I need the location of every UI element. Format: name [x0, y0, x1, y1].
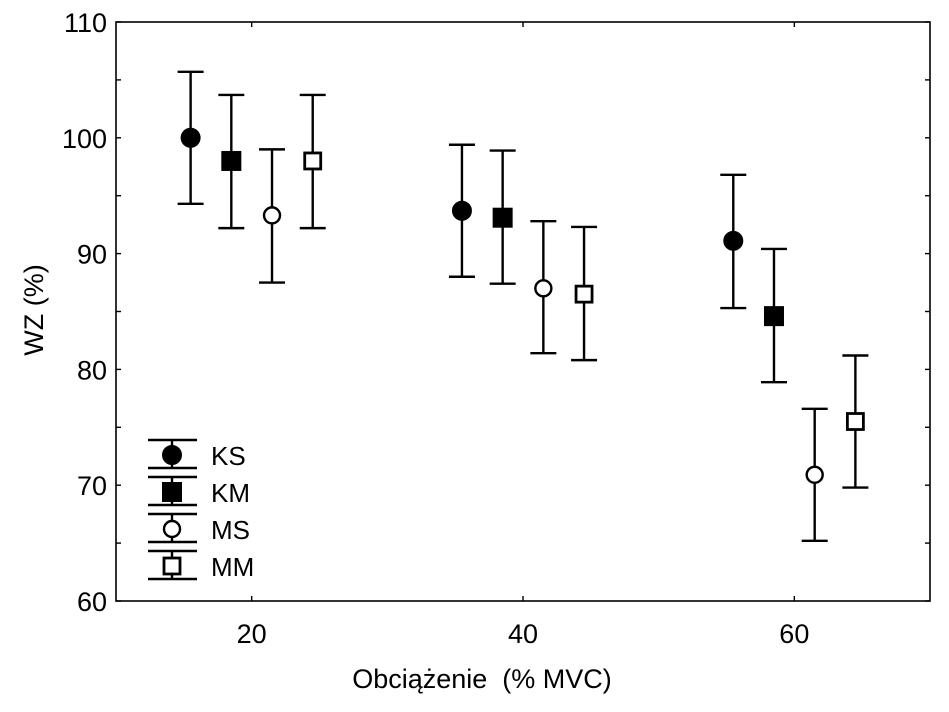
y-tick-label: 80 — [77, 355, 107, 385]
data-point-mm — [303, 151, 323, 171]
data-point-ms — [805, 465, 824, 484]
y-tick-label: 90 — [77, 240, 107, 270]
data-layer — [177, 70, 869, 542]
legend-item-mm: MM — [148, 549, 254, 582]
legend-label-ms: MS — [211, 515, 250, 545]
series-ks — [177, 70, 747, 310]
x-tick-label: 20 — [237, 619, 267, 649]
data-point-ks — [180, 127, 201, 148]
series-mm — [299, 93, 869, 489]
legend-marker-mm — [162, 556, 182, 576]
legend-marker-ms — [162, 519, 182, 539]
data-point-ks — [451, 200, 472, 221]
data-point-km — [492, 207, 513, 228]
data-point-km — [763, 306, 784, 327]
data-point-ks — [723, 230, 744, 251]
legend-item-km: KM — [148, 475, 250, 508]
x-tick-label: 60 — [779, 619, 809, 649]
legend: KS KM MS MM — [148, 438, 254, 582]
x-tick-label: 40 — [508, 619, 538, 649]
axes: 60 70 80 90 100 110 20 40 60 — [62, 8, 931, 649]
legend-item-ms: MS — [148, 512, 250, 545]
legend-item-ks: KS — [148, 438, 246, 471]
legend-label-ks: KS — [211, 441, 246, 471]
data-point-mm — [845, 412, 865, 431]
y-tick-label: 60 — [77, 587, 107, 617]
y-tick-label: 70 — [77, 471, 107, 501]
data-point-km — [221, 150, 242, 171]
y-axis-label: WZ (%) — [19, 264, 49, 355]
y-tick-label: 100 — [62, 124, 107, 154]
legend-marker-km — [162, 482, 182, 502]
series-ms — [259, 148, 828, 542]
data-point-ms — [262, 206, 282, 225]
legend-label-km: KM — [211, 478, 250, 508]
legend-label-mm: MM — [211, 552, 254, 582]
data-point-mm — [574, 284, 594, 304]
legend-marker-ks — [162, 445, 182, 465]
x-axis-label: Obciążenie (% MVC) — [352, 664, 612, 694]
y-tick-label: 110 — [64, 8, 107, 38]
series-km — [218, 93, 787, 384]
data-point-ms — [534, 279, 553, 298]
